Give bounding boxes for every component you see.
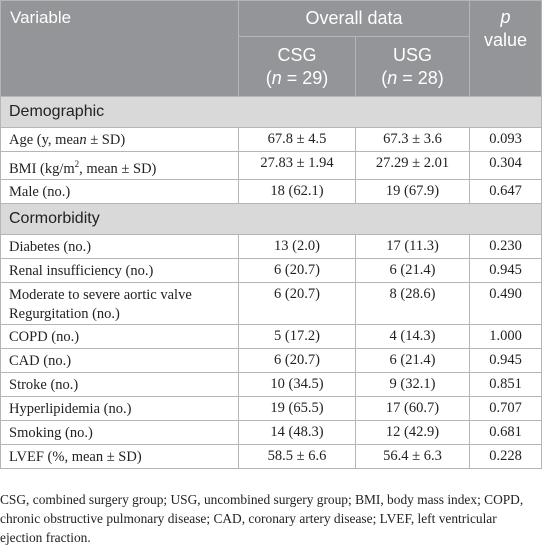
table-row: Age (y, mean ± SD) 67.8 ± 4.5 67.3 ± 3.6… [0, 127, 542, 152]
row-label: LVEF (%, mean ± SD) [0, 443, 239, 469]
row-label: Renal insufficiency (no.) [0, 257, 239, 283]
p-value: 0.230 [469, 233, 542, 259]
usg-value: 17 (60.7) [355, 395, 470, 421]
csg-value: 58.5 ± 6.6 [238, 443, 356, 469]
subheader-row: CSG (n = 29) USG (n = 28) [1, 36, 542, 97]
usg-value: 9 (32.1) [355, 371, 470, 397]
csg-value: 5 (17.2) [238, 323, 356, 349]
csg-value: 19 (65.5) [238, 395, 356, 421]
row-label: Moderate to severe aortic valve Regurgita… [0, 281, 239, 325]
csg-value: 6 (20.7) [238, 281, 356, 325]
table-row: Stroke (no.) 10 (34.5) 9 (32.1) 0.851 [0, 371, 542, 397]
row-label: Age (y, mean ± SD) [0, 127, 239, 152]
table-row: Moderate to severe aortic valve Regurgita… [0, 281, 542, 325]
usg-value: 6 (21.4) [355, 347, 470, 373]
csg-header: CSG (n = 29) [238, 36, 356, 97]
baseline-table-container: Variable Overall data p value CSG (n = 29)… [0, 0, 542, 469]
section-label: Demographic [0, 96, 542, 128]
csg-value: 18 (62.1) [238, 178, 356, 204]
row-label: Male (no.) [0, 178, 239, 204]
csg-value: 27.83 ± 1.94 [238, 151, 356, 180]
section-row-demographic: Demographic [0, 96, 542, 128]
p-value: 0.945 [469, 347, 542, 373]
usg-value: 12 (42.9) [355, 419, 470, 445]
p-value: 0.647 [469, 178, 542, 204]
value-word: value [483, 30, 528, 50]
p-value: 0.851 [469, 371, 542, 397]
table-row: CAD (no.) 6 (20.7) 6 (21.4) 0.945 [0, 347, 542, 373]
row-label: Hyperlipidemia (no.) [0, 395, 239, 421]
p-value: 0.304 [469, 151, 542, 180]
p-value-header: p value [469, 0, 542, 97]
usg-value: 56.4 ± 6.3 [355, 443, 470, 469]
p-value: 0.707 [469, 395, 542, 421]
p-symbol: p [500, 7, 511, 27]
p-value: 0.681 [469, 419, 542, 445]
usg-header: USG (n = 28) [355, 36, 470, 97]
table-row: Smoking (no.) 14 (48.3) 12 (42.9) 0.681 [0, 419, 542, 445]
usg-value: 27.29 ± 2.01 [355, 151, 470, 180]
table-row: LVEF (%, mean ± SD) 58.5 ± 6.6 56.4 ± 6.… [0, 443, 542, 469]
usg-value: 17 (11.3) [355, 233, 470, 259]
table-row: Renal insufficiency (no.) 6 (20.7) 6 (21… [0, 257, 542, 283]
row-label: Diabetes (no.) [0, 233, 239, 259]
table-row: Male (no.) 18 (62.1) 19 (67.9) 0.647 [0, 178, 542, 204]
p-value: 0.228 [469, 443, 542, 469]
row-label: CAD (no.) [0, 347, 239, 373]
csg-value: 6 (20.7) [238, 347, 356, 373]
row-label: BMI (kg/m2, mean ± SD) [0, 151, 239, 180]
section-row-comorbidity: Cormorbidity [0, 202, 542, 235]
usg-value: 19 (67.9) [355, 178, 470, 204]
row-label: Stroke (no.) [0, 371, 239, 397]
table-row: Hyperlipidemia (no.) 19 (65.5) 17 (60.7)… [0, 395, 542, 421]
csg-value: 10 (34.5) [238, 371, 356, 397]
baseline-characteristics-table: Variable Overall data p value CSG (n = 29)… [0, 0, 542, 469]
table-row: COPD (no.) 5 (17.2) 4 (14.3) 1.000 [0, 323, 542, 349]
p-value: 0.093 [469, 127, 542, 152]
row-label: Smoking (no.) [0, 419, 239, 445]
csg-value: 13 (2.0) [238, 233, 356, 259]
row-label: COPD (no.) [0, 323, 239, 349]
usg-value: 8 (28.6) [355, 281, 470, 325]
table-row: BMI (kg/m2, mean ± SD) 27.83 ± 1.94 27.2… [0, 151, 542, 180]
table-footnote: CSG, combined surgery group; USG, uncomb… [0, 492, 524, 545]
p-value: 1.000 [469, 323, 542, 349]
usg-value: 6 (21.4) [355, 257, 470, 283]
p-value: 0.490 [469, 281, 542, 325]
section-label: Cormorbidity [0, 202, 542, 235]
csg-value: 67.8 ± 4.5 [238, 127, 356, 152]
table-row: Diabetes (no.) 13 (2.0) 17 (11.3) 0.230 [0, 233, 542, 259]
overall-data-header: Overall data [238, 0, 470, 37]
variable-header: Variable [0, 0, 239, 97]
usg-value: 4 (14.3) [355, 323, 470, 349]
header-row: Variable Overall data p value [0, 0, 542, 97]
usg-value: 67.3 ± 3.6 [355, 127, 470, 152]
csg-value: 6 (20.7) [238, 257, 356, 283]
p-value: 0.945 [469, 257, 542, 283]
csg-value: 14 (48.3) [238, 419, 356, 445]
